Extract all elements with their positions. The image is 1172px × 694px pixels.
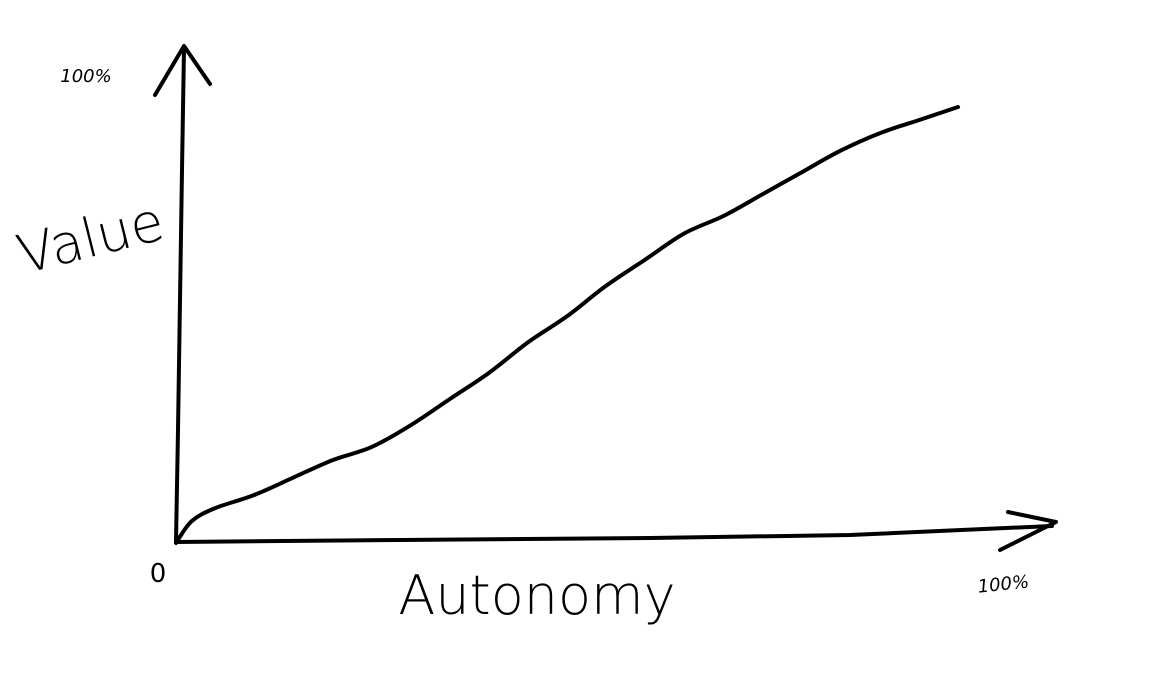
origin-label: 0 <box>150 559 167 589</box>
y-axis-line <box>174 46 186 544</box>
axes <box>153 44 1058 552</box>
series-layer <box>174 105 960 545</box>
x-axis-line <box>174 524 1054 544</box>
series-line-0 <box>174 105 960 545</box>
x-axis-arrowhead <box>998 510 1058 552</box>
x-axis-title: Autonomy <box>398 564 675 627</box>
y-max-tick-label: 100% <box>60 66 111 87</box>
x-max-tick-label: 100% <box>977 571 1030 597</box>
y-axis-title: Value <box>11 190 170 287</box>
y-axis-arrowhead <box>153 44 212 97</box>
